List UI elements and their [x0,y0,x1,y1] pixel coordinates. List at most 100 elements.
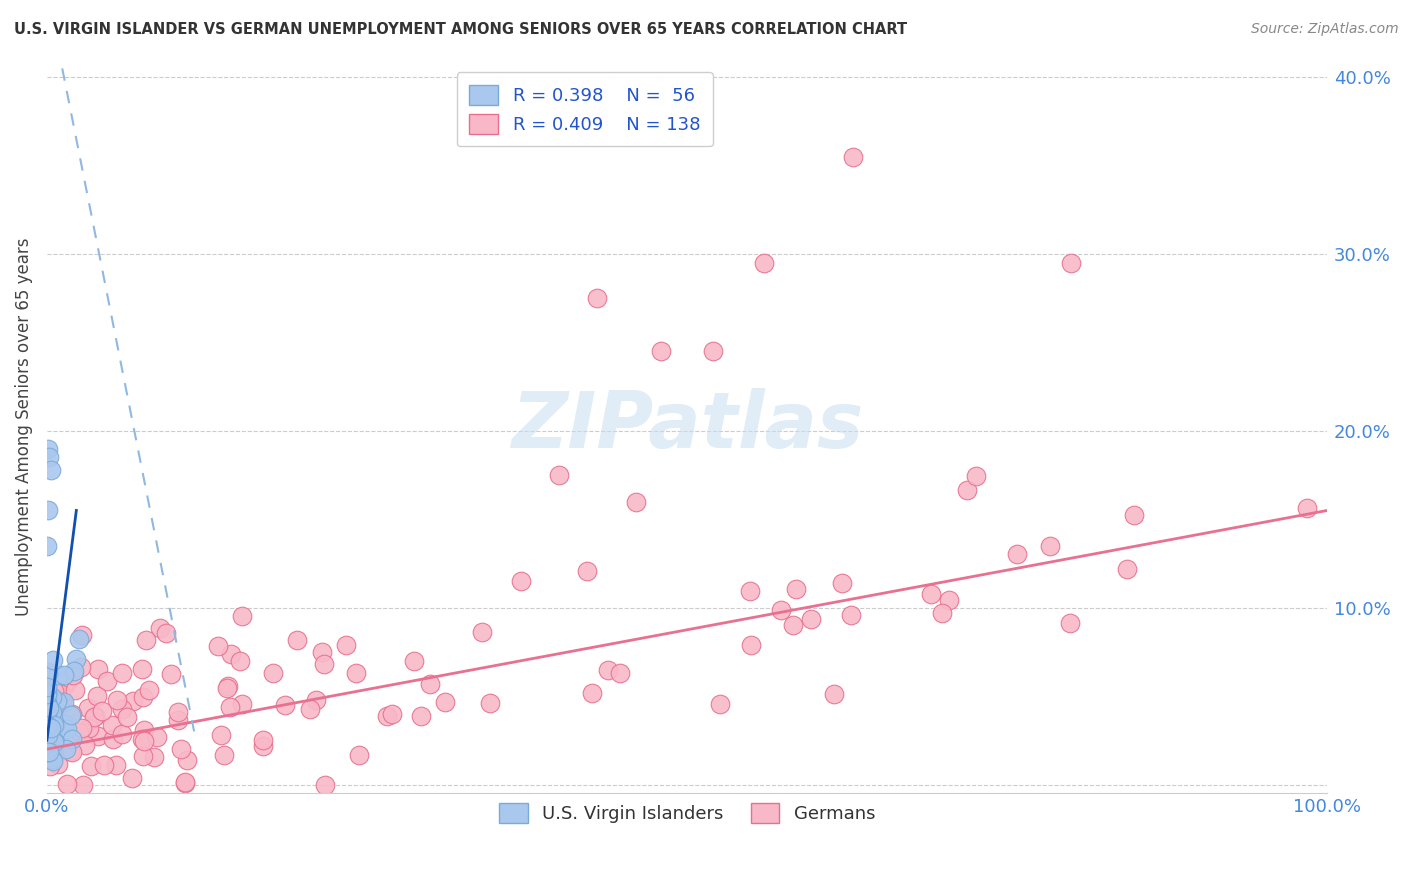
Point [53,742,76,756]
Point [298,701,321,715]
Point [48,714,70,729]
Point [55,722,77,736]
Point [581,686,603,700]
Point [1122,508,1144,523]
Point [167,705,190,719]
Point [60,732,83,747]
Point [375,709,398,723]
Point [709,698,731,712]
Point [586,291,609,305]
Point [44,681,66,695]
Point [35,668,58,682]
Point [132,723,155,738]
Point [311,645,333,659]
Point [173,774,195,789]
Point [38,701,60,715]
Point [35,697,58,711]
Point [46,756,69,771]
Point [740,638,762,652]
Point [39,721,62,735]
Point [93,758,115,772]
Point [41,725,63,739]
Point [138,683,160,698]
Point [217,680,239,694]
Point [105,693,128,707]
Point [598,664,620,678]
Point [174,776,197,790]
Point [91,704,114,718]
Point [149,621,172,635]
Point [35,722,58,736]
Point [419,677,441,691]
Point [35,695,58,709]
Point [35,685,58,699]
Point [965,469,987,483]
Point [1039,539,1062,553]
Point [839,607,862,622]
Point [404,654,426,668]
Point [35,716,58,731]
Point [84,709,107,723]
Point [70,721,93,735]
Point [45,718,67,732]
Point [105,758,128,772]
Point [231,608,253,623]
Point [955,483,977,497]
Point [35,680,58,694]
Point [39,700,62,714]
Point [70,660,93,674]
Point [37,665,59,680]
Point [62,668,84,682]
Y-axis label: Unemployment Among Seniors over 65 years: Unemployment Among Seniors over 65 years [15,237,32,615]
Point [37,710,59,724]
Point [262,666,284,681]
Point [42,717,65,731]
Text: Source: ZipAtlas.com: Source: ZipAtlas.com [1251,22,1399,37]
Point [35,539,58,553]
Point [42,754,65,768]
Point [111,666,134,681]
Point [347,747,370,762]
Point [702,344,724,359]
Point [35,707,58,722]
Point [39,463,62,477]
Point [72,627,94,641]
Point [252,733,274,747]
Point [51,694,73,708]
Point [131,690,153,705]
Point [738,584,761,599]
Point [46,668,69,682]
Point [42,734,65,748]
Point [160,666,183,681]
Point [67,725,90,739]
Point [209,728,232,742]
Point [35,687,58,701]
Point [167,713,190,727]
Point [76,701,98,715]
Point [131,731,153,746]
Point [207,640,229,654]
Point [75,738,97,752]
Point [41,690,63,704]
Point [35,711,58,725]
Point [219,699,242,714]
Point [37,728,59,742]
Point [752,256,775,270]
Point [38,745,60,759]
Point [1295,500,1317,515]
Point [305,693,328,707]
Point [53,716,76,731]
Point [1059,615,1081,630]
Point [35,727,58,741]
Point [312,657,335,672]
Point [62,665,84,679]
Point [56,674,79,689]
Point [35,670,58,684]
Point [1007,547,1029,561]
Point [479,696,502,710]
Point [87,729,110,743]
Point [785,582,807,596]
Point [101,731,124,746]
Point [35,715,58,730]
Point [44,716,66,731]
